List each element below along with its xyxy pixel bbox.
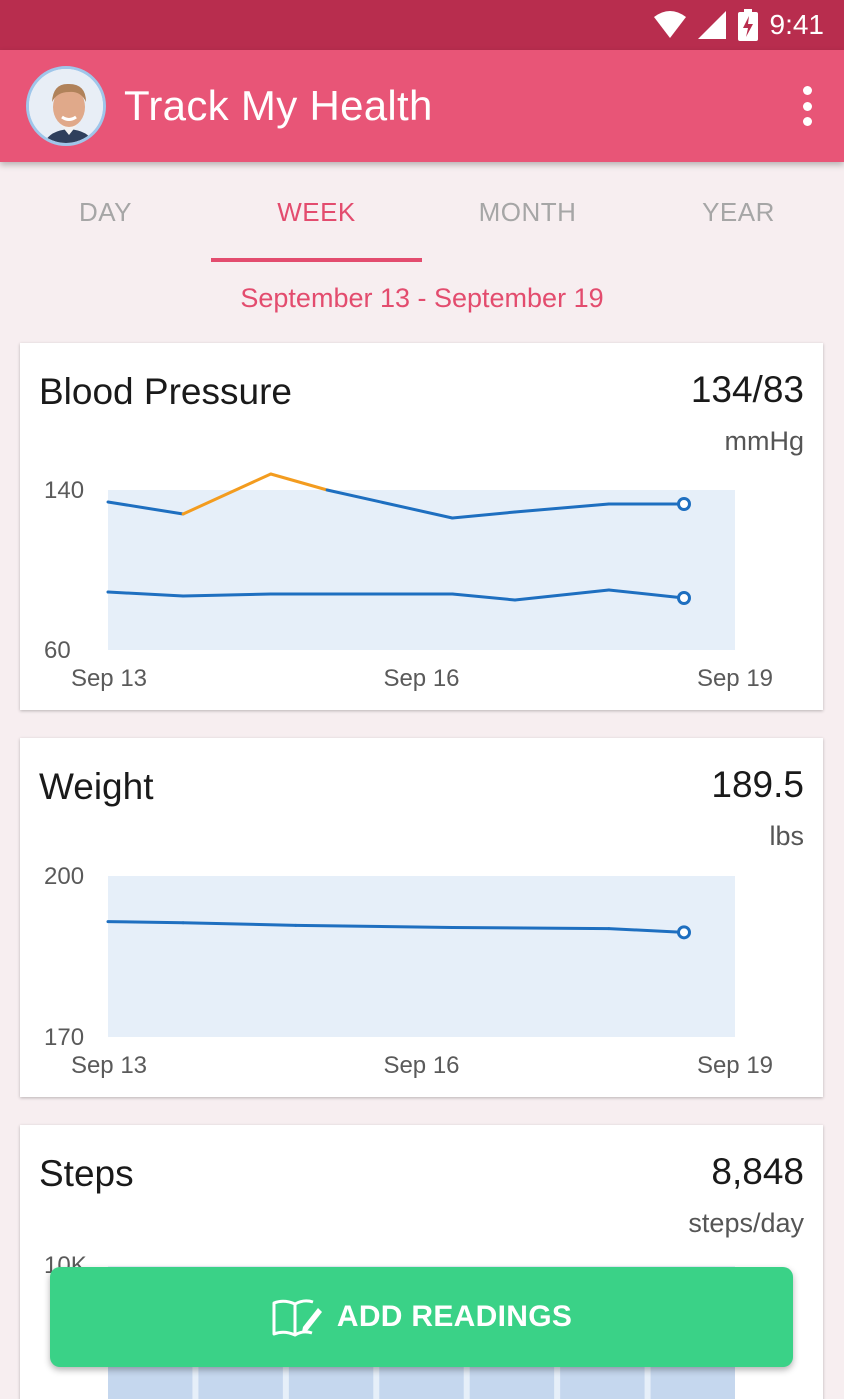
card-value: 8,848 bbox=[711, 1151, 804, 1192]
signal-icon bbox=[697, 11, 726, 39]
series-line-segment bbox=[450, 592, 517, 602]
series-line-segment bbox=[607, 927, 686, 934]
more-vert-icon[interactable] bbox=[798, 86, 816, 126]
x-tick-label: Sep 13 bbox=[71, 1052, 147, 1079]
series-line-segment bbox=[106, 590, 185, 598]
book-edit-icon bbox=[272, 1299, 322, 1337]
status-bar: 9:41 bbox=[0, 0, 844, 50]
target-range-band bbox=[108, 490, 735, 650]
add-readings-label: ADD READINGS bbox=[336, 1300, 573, 1333]
target-range-band bbox=[108, 876, 735, 1037]
y-tick-label: 140 bbox=[44, 477, 84, 504]
x-tick-label: Sep 16 bbox=[383, 665, 459, 692]
out-of-range-segment bbox=[181, 472, 273, 516]
app-title: Track My Health bbox=[124, 82, 433, 129]
tab-year[interactable]: YEAR bbox=[702, 196, 775, 227]
tab-month[interactable]: MONTH bbox=[478, 196, 577, 227]
series-line-segment bbox=[325, 488, 454, 520]
card-value: 189.5 bbox=[711, 764, 804, 805]
series-line-segment bbox=[106, 500, 185, 516]
x-tick-label: Sep 19 bbox=[697, 1052, 773, 1079]
card-title: Weight bbox=[39, 766, 154, 807]
battery-charging-icon bbox=[737, 9, 758, 41]
app-bar: Track My Health bbox=[0, 50, 844, 162]
status-time: 9:41 bbox=[769, 9, 825, 40]
card-value: 134/83 bbox=[690, 369, 804, 410]
series-line-segment bbox=[607, 588, 686, 600]
series-line-segment bbox=[513, 588, 611, 602]
card-unit: steps/day bbox=[688, 1208, 804, 1238]
series-line-segment bbox=[181, 921, 298, 927]
y-tick-label: 200 bbox=[44, 863, 84, 890]
date-range: September 13 - September 19 bbox=[240, 283, 604, 313]
active-tab-indicator bbox=[211, 258, 422, 262]
out-of-range-segment bbox=[269, 472, 329, 492]
blood-pressure-card[interactable]: Blood Pressure 134/83 mmHg 140 60 Sep 13 Se… bbox=[20, 343, 823, 710]
y-tick-label: 60 bbox=[44, 637, 71, 664]
tab-day[interactable]: DAY bbox=[78, 196, 133, 227]
wifi-icon bbox=[653, 11, 686, 38]
weight-card[interactable]: Weight 189.5 lbs 200 170 Sep 13 Sep 16 Sep 1… bbox=[20, 738, 823, 1097]
card-title: Blood Pressure bbox=[39, 371, 292, 412]
latest-reading-point bbox=[677, 925, 691, 940]
add-readings-button[interactable]: ADD READINGS bbox=[50, 1267, 793, 1367]
series-line-segment bbox=[513, 502, 611, 514]
user-avatar[interactable] bbox=[26, 66, 106, 146]
x-tick-label: Sep 16 bbox=[383, 1052, 459, 1079]
card-unit: lbs bbox=[769, 821, 804, 851]
series-line-segment bbox=[450, 510, 517, 520]
series-line-segment bbox=[450, 926, 611, 931]
latest-reading-point bbox=[677, 591, 691, 605]
card-unit: mmHg bbox=[724, 426, 805, 456]
avatar-image bbox=[29, 69, 103, 143]
x-tick-label: Sep 19 bbox=[697, 665, 773, 692]
period-tabs: DAY WEEK MONTH YEAR bbox=[0, 162, 844, 262]
card-title: Steps bbox=[39, 1153, 134, 1194]
series-line-segment bbox=[106, 920, 185, 925]
x-tick-label: Sep 13 bbox=[71, 665, 147, 692]
tab-week[interactable]: WEEK bbox=[277, 196, 356, 227]
y-tick-label: 170 bbox=[44, 1024, 84, 1051]
series-line-segment bbox=[181, 592, 273, 598]
series-line-segment bbox=[294, 923, 454, 930]
latest-reading-point bbox=[677, 497, 691, 511]
